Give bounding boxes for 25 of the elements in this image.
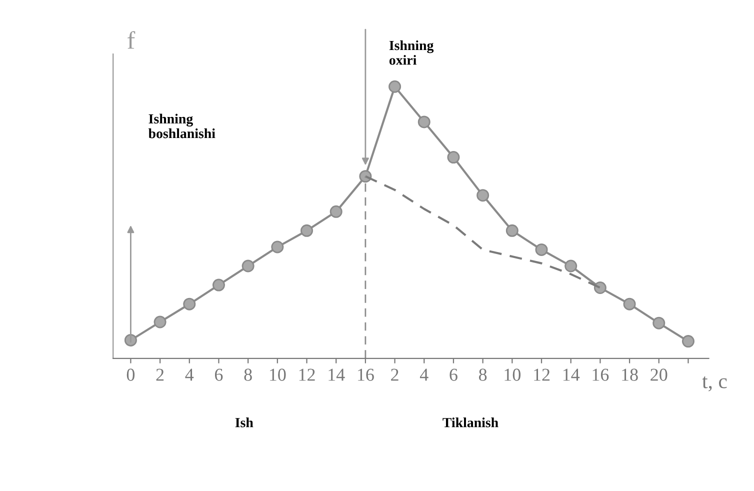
- x-tick-label: 10: [270, 368, 286, 381]
- x-axis-title: t, c: [702, 376, 727, 392]
- x-tick-label: 2: [391, 368, 398, 381]
- x-tick-label: 14: [328, 368, 345, 381]
- x-tick-label: 6: [214, 368, 223, 381]
- x-tick-label: 20: [650, 368, 668, 381]
- y-axis-title: f: [128, 31, 136, 49]
- x-tick-label: 8: [244, 368, 252, 381]
- x-tick-label: 14: [563, 368, 580, 381]
- x-tick-label: 4: [185, 368, 194, 381]
- x-tick-label: 18: [622, 368, 638, 381]
- text: Ish: [235, 418, 254, 428]
- x-tick-label: 12: [299, 368, 315, 381]
- x-tick-label: 2: [156, 368, 164, 381]
- x-tick-label: 6: [450, 368, 458, 381]
- x-tick-label: 16: [592, 368, 609, 381]
- x-tick-label: 10: [504, 368, 520, 381]
- text: Ishning oxiri: [389, 40, 434, 65]
- x-tick-label: 0: [126, 368, 135, 381]
- text: Tiklanish: [442, 418, 498, 428]
- x-tick-label: 16: [358, 368, 374, 381]
- x-tick-label: 12: [534, 368, 550, 381]
- x-tick-label: 4: [420, 368, 428, 381]
- annotation: Ishning boshlanishi: [148, 114, 216, 138]
- x-tick-label: 8: [478, 368, 487, 381]
